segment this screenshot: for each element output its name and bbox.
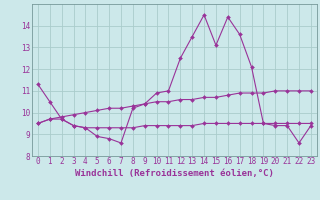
- X-axis label: Windchill (Refroidissement éolien,°C): Windchill (Refroidissement éolien,°C): [75, 169, 274, 178]
